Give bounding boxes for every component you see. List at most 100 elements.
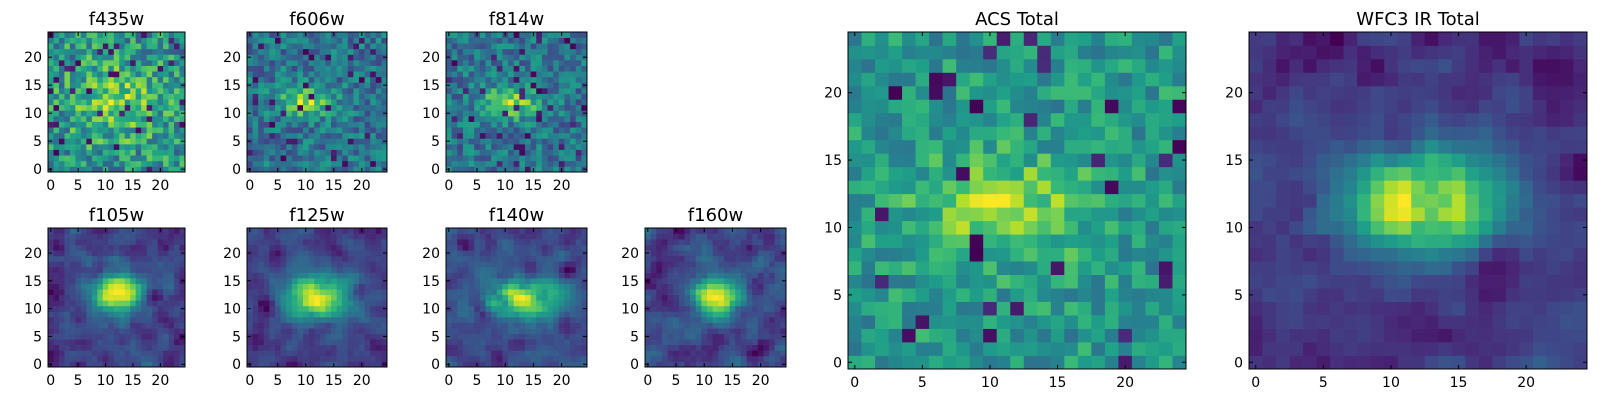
heatmap-cell [381, 255, 388, 262]
x-tick-label: 20 [752, 373, 770, 389]
heatmap-cell [108, 339, 115, 346]
heatmap-cell [168, 272, 175, 279]
heatmap-cell [308, 244, 315, 251]
heatmap-cell [152, 76, 158, 83]
heatmap-cell [141, 149, 147, 156]
heatmap-cell [163, 71, 169, 78]
heatmap-cell [53, 93, 60, 100]
heatmap-cell [1172, 315, 1187, 329]
heatmap-cell [650, 272, 657, 279]
heatmap-cell [48, 48, 54, 55]
heatmap-cell [508, 104, 515, 111]
heatmap-cell [656, 283, 663, 290]
heatmap-cell [570, 104, 577, 111]
heatmap-cell [519, 144, 526, 150]
heatmap-cell [1037, 301, 1052, 316]
heatmap-cell [769, 322, 776, 329]
heatmap-cell [130, 82, 137, 89]
heatmap-cell [252, 99, 259, 106]
heatmap-cell [280, 239, 287, 246]
heatmap-cell [247, 144, 253, 150]
heatmap-cell [314, 294, 321, 301]
heatmap-cell [757, 255, 764, 262]
heatmap-cell [888, 301, 903, 316]
heatmap-cell [179, 244, 186, 251]
heatmap-cell [331, 266, 337, 273]
heatmap-cell [275, 76, 281, 83]
heatmap-cell [746, 272, 753, 279]
heatmap-cell [457, 333, 464, 340]
heatmap-cell [258, 138, 265, 145]
heatmap-cell [297, 99, 304, 106]
heatmap-cell [491, 166, 498, 173]
heatmap-cell [319, 355, 326, 362]
heatmap-cell [474, 278, 481, 284]
heatmap-cell [513, 116, 520, 122]
heatmap-cell [97, 54, 104, 61]
heatmap-cell [375, 266, 382, 273]
heatmap-cell [353, 48, 360, 55]
heatmap-cell [124, 54, 131, 61]
heatmap-cell [280, 305, 287, 312]
heatmap-cell [353, 255, 360, 262]
heatmap-cell [319, 350, 326, 357]
heatmap-cell [929, 315, 943, 329]
heatmap-cell [247, 99, 253, 106]
heatmap-cell [673, 250, 680, 257]
heatmap-cell [446, 294, 452, 301]
heatmap-cell [553, 316, 560, 323]
heatmap-cell [942, 328, 957, 343]
heatmap-cell [146, 311, 153, 318]
heatmap-cell [53, 48, 60, 55]
heatmap-cell [168, 43, 175, 50]
heatmap-cell [269, 350, 276, 357]
heatmap-cell [774, 294, 781, 301]
heatmap-cell [1131, 220, 1146, 235]
heatmap-cell [280, 48, 287, 55]
heatmap-cell [1131, 261, 1146, 275]
heatmap-cell [297, 71, 304, 78]
heatmap-cell [519, 350, 526, 357]
heatmap-cell [701, 316, 708, 323]
heatmap-cell [168, 138, 175, 145]
heatmap-cell [247, 294, 253, 301]
heatmap-cell [280, 116, 287, 122]
heatmap-cell [446, 289, 452, 296]
heatmap-cell [102, 289, 109, 296]
heatmap-cell [707, 300, 714, 307]
heatmap-cell [381, 328, 388, 334]
heatmap-cell [141, 305, 147, 312]
heatmap-cell [252, 160, 259, 167]
heatmap-cell [468, 37, 475, 44]
heatmap-cell [97, 127, 104, 134]
heatmap-cell [297, 60, 304, 66]
heatmap-cell [581, 149, 588, 156]
heatmap-cell [370, 233, 377, 240]
heatmap-cell [502, 250, 509, 257]
heatmap-cell [468, 316, 475, 323]
heatmap-cell [701, 272, 708, 279]
heatmap-cell [479, 339, 486, 346]
heatmap-cell [479, 278, 486, 284]
heatmap-cell [86, 37, 93, 44]
heatmap-cell [113, 104, 120, 111]
heatmap-cell [1010, 355, 1025, 370]
heatmap-cell [119, 266, 126, 273]
heatmap-cell [135, 339, 142, 346]
heatmap-cell [1131, 315, 1146, 329]
heatmap-cell [75, 278, 82, 284]
heatmap-cell [695, 311, 702, 318]
heatmap-cell [581, 294, 588, 301]
heatmap-cell [519, 110, 526, 117]
heatmap-cell [541, 93, 548, 100]
heatmap-cell [701, 233, 708, 240]
heatmap-cell [707, 228, 714, 234]
heatmap-cell [769, 339, 776, 346]
heatmap-cell [929, 261, 943, 275]
heatmap-cell [53, 250, 60, 257]
heatmap-cell [701, 266, 708, 273]
heatmap-cell [541, 266, 548, 273]
heatmap-cell [75, 54, 82, 61]
heatmap-cell [280, 250, 287, 257]
heatmap-cell [524, 116, 531, 122]
